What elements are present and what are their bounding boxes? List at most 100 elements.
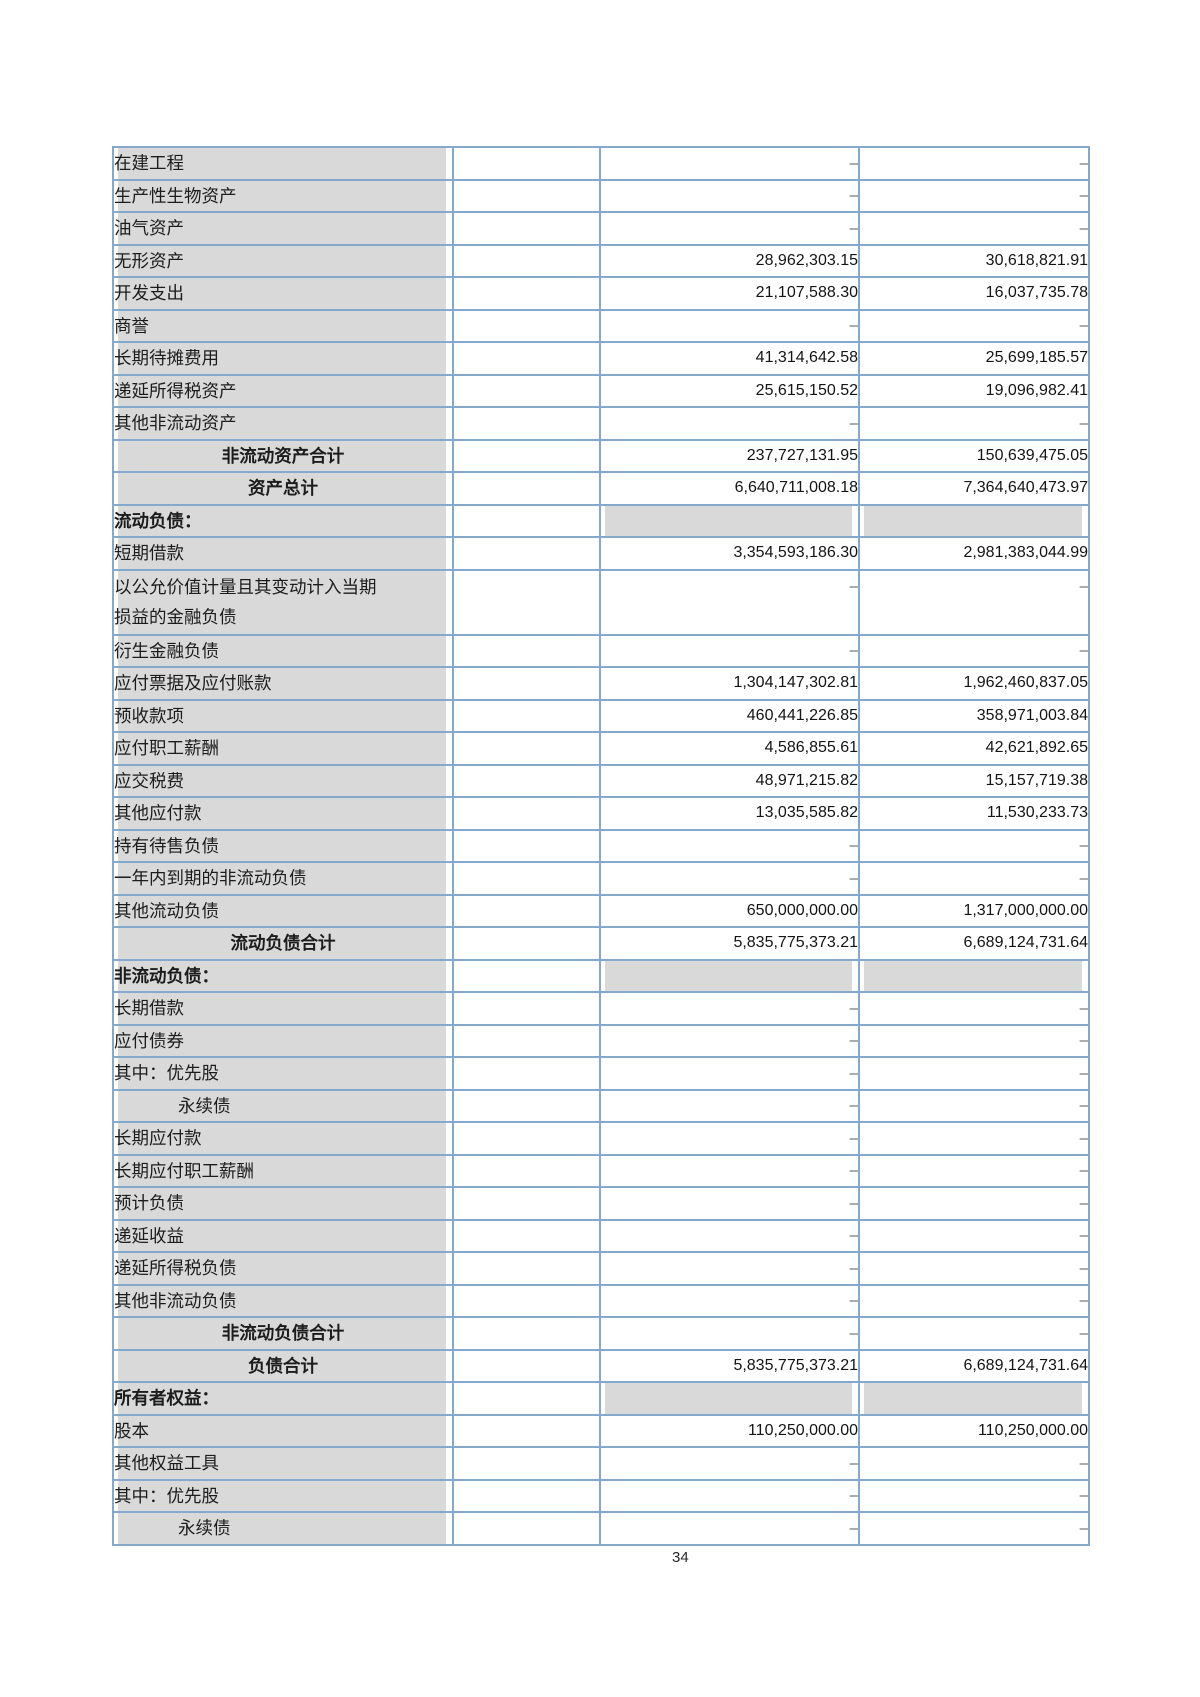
current-period-value-cell: – <box>599 861 860 896</box>
table-row: 其中：优先股 – – <box>112 1056 1090 1091</box>
table-row: 股本 110,250,000.00 110,250,000.00 <box>112 1413 1090 1448</box>
prior-period-value-cell: 150,639,475.05 <box>858 438 1090 473</box>
account-label-cell: 非流动资产合计 <box>112 438 454 473</box>
table-row: 无形资产 28,962,303.15 30,618,821.91 <box>112 243 1090 278</box>
table-body: 在建工程 – – 生产性生物资产 – – 油气资产 – – 无形资产 28,96… <box>112 146 1090 1546</box>
table-row: 递延所得税负债 – – <box>112 1251 1090 1286</box>
current-period-value-cell: – <box>599 1153 860 1188</box>
table-row: 长期应付款 – – <box>112 1121 1090 1156</box>
note-cell <box>452 1478 601 1513</box>
table-row: 递延所得税资产 25,615,150.52 19,096,982.41 <box>112 373 1090 408</box>
current-period-value-cell <box>599 503 860 538</box>
prior-period-value-cell: 1,317,000,000.00 <box>858 893 1090 928</box>
note-cell <box>452 276 601 311</box>
note-cell <box>452 1283 601 1318</box>
current-period-value-cell: 1,304,147,302.81 <box>599 666 860 701</box>
account-label-cell: 长期借款 <box>112 991 454 1026</box>
account-label-cell: 衍生金融负债 <box>112 633 454 668</box>
prior-period-value-cell: – <box>858 1251 1090 1286</box>
prior-period-value-cell: – <box>858 828 1090 863</box>
current-period-value-cell: 21,107,588.30 <box>599 276 860 311</box>
account-label-cell: 其他流动负债 <box>112 893 454 928</box>
account-label-cell: 递延所得税资产 <box>112 373 454 408</box>
prior-period-value-cell: – <box>858 146 1090 181</box>
table-row: 油气资产 – – <box>112 211 1090 246</box>
note-cell <box>452 536 601 571</box>
account-label-cell: 其他权益工具 <box>112 1446 454 1481</box>
account-label-cell: 其他非流动资产 <box>112 406 454 441</box>
prior-period-value-cell: 30,618,821.91 <box>858 243 1090 278</box>
account-label-cell: 预收款项 <box>112 698 454 733</box>
note-cell <box>452 731 601 766</box>
prior-period-value-cell: – <box>858 1056 1090 1091</box>
table-row: 预收款项 460,441,226.85 358,971,003.84 <box>112 698 1090 733</box>
note-cell <box>452 861 601 896</box>
table-row: 短期借款 3,354,593,186.30 2,981,383,044.99 <box>112 536 1090 571</box>
current-period-value-cell: – <box>599 1446 860 1481</box>
account-label-cell: 应交税费 <box>112 763 454 798</box>
prior-period-value-cell: – <box>858 1283 1090 1318</box>
note-cell <box>452 438 601 473</box>
account-label-cell: 永续债 <box>112 1511 454 1546</box>
prior-period-value-cell: – <box>858 1446 1090 1481</box>
prior-period-value-cell <box>858 958 1090 993</box>
note-cell <box>452 1251 601 1286</box>
account-label-cell: 长期应付职工薪酬 <box>112 1153 454 1188</box>
table-row: 长期借款 – – <box>112 991 1090 1026</box>
current-period-value-cell: – <box>599 1088 860 1123</box>
table-row: 递延收益 – – <box>112 1218 1090 1253</box>
prior-period-value-cell: – <box>858 1478 1090 1513</box>
table-row: 应付债券 – – <box>112 1023 1090 1058</box>
current-period-value-cell: – <box>599 1056 860 1091</box>
table-row: 预计负债 – – <box>112 1186 1090 1221</box>
prior-period-value-cell: – <box>858 1023 1090 1058</box>
account-label-cell: 开发支出 <box>112 276 454 311</box>
account-label-cell: 流动负债： <box>112 503 454 538</box>
current-period-value-cell: 28,962,303.15 <box>599 243 860 278</box>
current-period-value-cell: – <box>599 828 860 863</box>
current-period-value-cell: 13,035,585.82 <box>599 796 860 831</box>
prior-period-value-cell: 2,981,383,044.99 <box>858 536 1090 571</box>
current-period-value-cell: 237,727,131.95 <box>599 438 860 473</box>
table-row: 非流动负债合计 – – <box>112 1316 1090 1351</box>
current-period-value-cell <box>599 958 860 993</box>
table-row: 开发支出 21,107,588.30 16,037,735.78 <box>112 276 1090 311</box>
prior-period-value-cell: 15,157,719.38 <box>858 763 1090 798</box>
note-cell <box>452 341 601 376</box>
prior-period-value-cell: – <box>858 1218 1090 1253</box>
note-cell <box>452 666 601 701</box>
account-label-cell: 预计负债 <box>112 1186 454 1221</box>
current-period-value-cell: – <box>599 146 860 181</box>
account-label-cell: 在建工程 <box>112 146 454 181</box>
prior-period-value-cell: – <box>858 1186 1090 1221</box>
note-cell <box>452 1511 601 1546</box>
table-row: 其中：优先股 – – <box>112 1478 1090 1513</box>
account-label-cell: 负债合计 <box>112 1348 454 1383</box>
account-label-cell: 短期借款 <box>112 536 454 571</box>
current-period-value-cell: 4,586,855.61 <box>599 731 860 766</box>
table-row: 应付票据及应付账款 1,304,147,302.81 1,962,460,837… <box>112 666 1090 701</box>
table-row: 非流动资产合计 237,727,131.95 150,639,475.05 <box>112 438 1090 473</box>
prior-period-value-cell: 7,364,640,473.97 <box>858 471 1090 506</box>
note-cell <box>452 373 601 408</box>
prior-period-value-cell: 11,530,233.73 <box>858 796 1090 831</box>
note-cell <box>452 243 601 278</box>
table-row: 以公允价值计量且其变动计入当期 损益的金融负债 – – <box>112 568 1090 636</box>
current-period-value-cell: – <box>599 1283 860 1318</box>
current-period-value-cell: – <box>599 1251 860 1286</box>
prior-period-value-cell: – <box>858 1088 1090 1123</box>
account-label-cell: 非流动负债合计 <box>112 1316 454 1351</box>
note-cell <box>452 1381 601 1416</box>
table-row: 应付职工薪酬 4,586,855.61 42,621,892.65 <box>112 731 1090 766</box>
table-row: 永续债 – – <box>112 1511 1090 1546</box>
current-period-value-cell: – <box>599 308 860 343</box>
table-row: 长期待摊费用 41,314,642.58 25,699,185.57 <box>112 341 1090 376</box>
current-period-value-cell: – <box>599 568 860 636</box>
note-cell <box>452 991 601 1026</box>
account-label-cell: 所有者权益： <box>112 1381 454 1416</box>
account-label-cell: 应付职工薪酬 <box>112 731 454 766</box>
current-period-value-cell: – <box>599 1023 860 1058</box>
account-label-cell: 流动负债合计 <box>112 926 454 961</box>
note-cell <box>452 1413 601 1448</box>
